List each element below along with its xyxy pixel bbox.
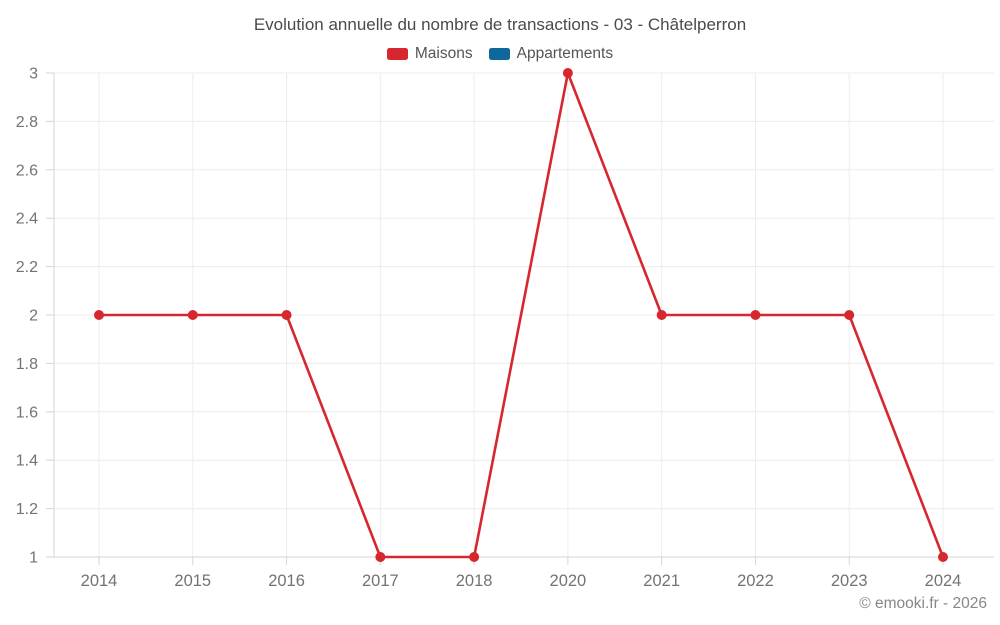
maisons-swatch-icon (386, 48, 408, 60)
svg-text:2.8: 2.8 (16, 114, 38, 131)
svg-text:2020: 2020 (550, 572, 587, 590)
svg-text:1: 1 (29, 550, 38, 567)
svg-text:2015: 2015 (174, 572, 211, 590)
legend-item-appartements[interactable]: Appartements (488, 45, 614, 63)
svg-text:2021: 2021 (643, 572, 680, 590)
svg-text:2.6: 2.6 (16, 162, 38, 179)
svg-text:2.2: 2.2 (16, 259, 38, 276)
legend-item-maisons[interactable]: Maisons (386, 45, 473, 63)
svg-text:2023: 2023 (831, 572, 868, 590)
svg-text:3: 3 (29, 66, 38, 83)
copyright-text: © emooki.fr - 2026 (859, 595, 987, 612)
svg-text:2024: 2024 (925, 572, 962, 590)
svg-text:1.8: 1.8 (16, 356, 38, 373)
svg-text:1.6: 1.6 (16, 404, 38, 421)
svg-text:2014: 2014 (81, 572, 118, 590)
svg-text:2022: 2022 (737, 572, 774, 590)
svg-text:2017: 2017 (362, 572, 399, 590)
legend-label-maisons: Maisons (414, 45, 473, 62)
svg-text:1.2: 1.2 (16, 501, 38, 518)
svg-text:1.4: 1.4 (16, 453, 38, 470)
appartements-swatch-icon (488, 48, 510, 60)
legend-label-appartements: Appartements (516, 45, 614, 62)
chart-title: Evolution annuelle du nombre de transact… (253, 15, 747, 34)
svg-text:2018: 2018 (456, 572, 493, 590)
svg-text:2.4: 2.4 (16, 211, 38, 228)
legend: Maisons Appartements (0, 45, 1000, 63)
svg-text:2: 2 (29, 308, 38, 325)
svg-text:2016: 2016 (268, 572, 305, 590)
